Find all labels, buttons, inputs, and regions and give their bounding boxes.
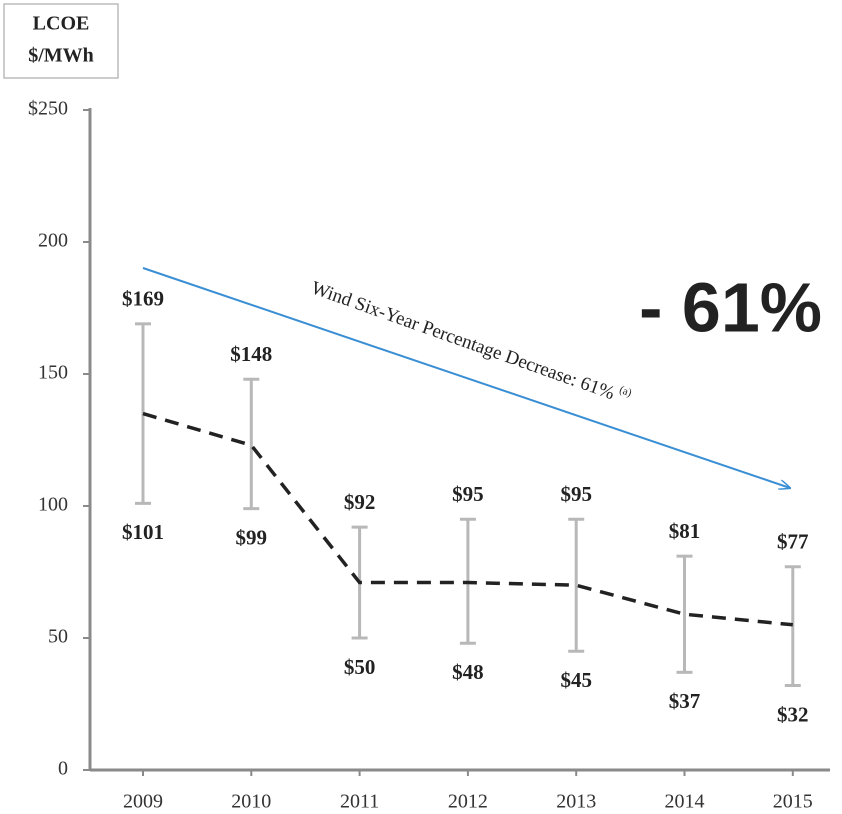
high-label: $95	[452, 482, 484, 506]
y-tick-label: 150	[38, 362, 68, 384]
y-tick-label: 200	[38, 230, 68, 252]
y-axis-label: LCOE	[33, 13, 90, 35]
x-tick-label: 2015	[773, 791, 813, 813]
low-label: $101	[122, 520, 164, 544]
low-label: $45	[560, 668, 592, 692]
ylabel-box	[3, 3, 119, 79]
low-label: $99	[236, 525, 268, 549]
callout: - 61%	[639, 268, 822, 346]
annotation-note: (a)	[618, 383, 634, 398]
high-label: $77	[777, 530, 809, 554]
annotation-text: Wind Six-Year Percentage Decrease: 61%	[308, 278, 617, 405]
y-tick-label: 0	[58, 758, 68, 780]
low-label: $37	[669, 689, 701, 713]
average-line	[142, 411, 793, 627]
high-label: $81	[669, 519, 701, 543]
y-tick-label: 100	[38, 494, 68, 516]
x-tick-label: 2013	[556, 791, 596, 813]
low-label: $32	[777, 702, 809, 726]
y-tick-label: $250	[28, 98, 68, 120]
low-label: $48	[452, 660, 484, 684]
x-tick-label: 2009	[123, 791, 163, 813]
annotation: Wind Six-Year Percentage Decrease: 61%(a…	[308, 275, 633, 410]
high-label: $148	[230, 342, 272, 366]
x-tick-label: 2010	[231, 791, 271, 813]
x-tick-label: 2011	[340, 791, 379, 813]
y-tick-label: 50	[48, 626, 68, 648]
low-label: $50	[344, 655, 376, 679]
trend-arrow	[142, 267, 790, 488]
x-tick-label: 2012	[448, 791, 488, 813]
high-label: $92	[344, 490, 376, 514]
high-label: $95	[560, 482, 592, 506]
high-label: $169	[122, 287, 164, 311]
x-tick-label: 2014	[665, 791, 705, 813]
y-axis-label: $/MWh	[28, 45, 94, 67]
